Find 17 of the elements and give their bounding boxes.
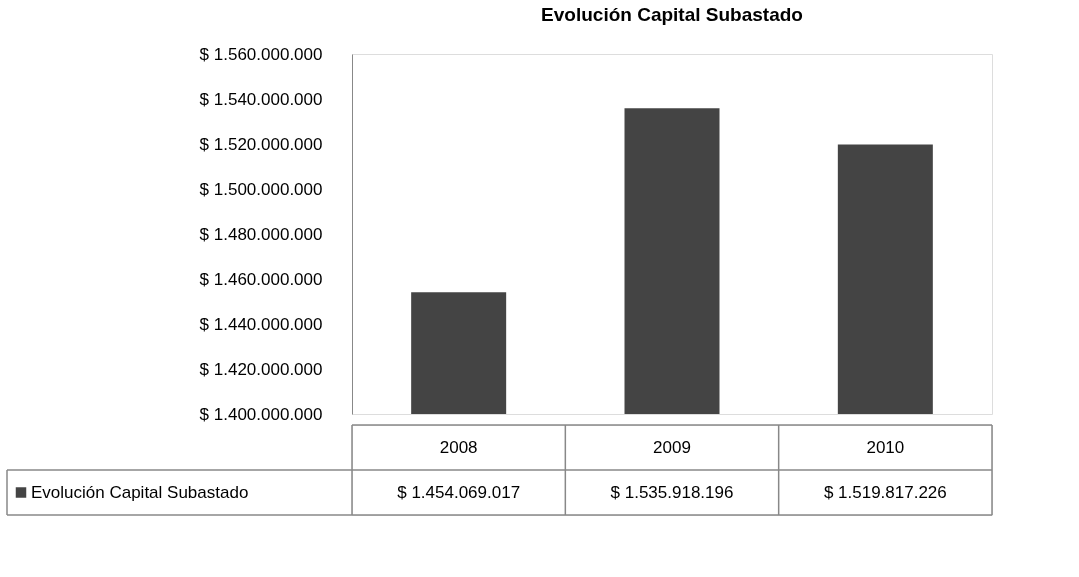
legend-label: Evolución Capital Subastado [31,482,249,502]
y-tick-label: $ 1.520.000.000 [199,134,323,154]
x-tick-label: 2008 [439,437,478,457]
y-tick-label: $ 1.420.000.000 [199,359,323,379]
y-tick-label: $ 1.500.000.000 [199,179,323,199]
x-tick-label: 2010 [866,437,905,457]
x-tick-label: 2009 [653,437,691,457]
data-label: $ 1.454.069.017 [397,482,521,502]
y-tick-label: $ 1.440.000.000 [199,314,323,334]
y-tick-label: $ 1.540.000.000 [199,89,323,109]
data-label: $ 1.535.918.196 [610,482,734,502]
y-tick-label: $ 1.460.000.000 [199,269,323,289]
y-tick-label: $ 1.400.000.000 [199,404,323,424]
y-tick-label: $ 1.480.000.000 [199,224,323,244]
chart-title: Evolución Capital Subastado [541,4,803,25]
data-label: $ 1.519.817.226 [823,482,947,502]
y-tick-label: $ 1.560.000.000 [199,44,323,64]
